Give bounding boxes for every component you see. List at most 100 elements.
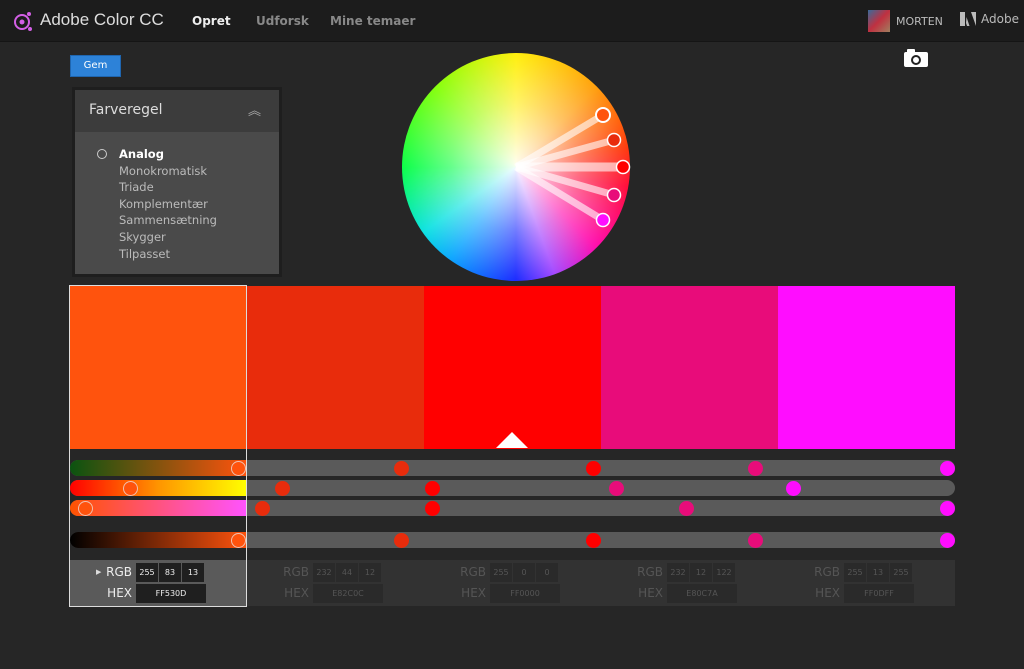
- hex-label: HEX: [107, 586, 132, 600]
- slider-handle[interactable]: [747, 460, 763, 476]
- wheel-handle[interactable]: [615, 159, 631, 175]
- color-slider[interactable]: [70, 480, 955, 496]
- rule-item[interactable]: Monokromatisk: [119, 163, 208, 178]
- hex-label: HEX: [461, 586, 486, 600]
- hex-label: HEX: [638, 586, 663, 600]
- rgb-field[interactable]: 255: [136, 563, 158, 582]
- slider-handle[interactable]: [678, 500, 694, 516]
- slider-handle[interactable]: [122, 480, 138, 496]
- slider-handle[interactable]: [424, 500, 440, 516]
- adobe-logo-icon: [960, 12, 976, 26]
- wheel-spoke: [514, 164, 605, 223]
- nav-opret[interactable]: Opret: [192, 14, 231, 28]
- rgb-field[interactable]: 13: [182, 563, 204, 582]
- slider-handle[interactable]: [393, 532, 409, 548]
- rule-item[interactable]: Analog: [119, 147, 164, 161]
- wheel-handle[interactable]: [595, 212, 611, 228]
- rgb-field[interactable]: 255: [890, 563, 912, 582]
- slider-handle[interactable]: [939, 500, 955, 516]
- slider-handle[interactable]: [77, 500, 93, 516]
- color-slider[interactable]: [70, 460, 955, 476]
- hex-field[interactable]: E82C0C: [313, 584, 383, 603]
- wheel-handle[interactable]: [606, 187, 622, 203]
- slider-handle[interactable]: [274, 480, 290, 496]
- slider-handle[interactable]: [393, 460, 409, 476]
- slider-handle[interactable]: [939, 460, 955, 476]
- rgb-field[interactable]: 255: [844, 563, 866, 582]
- expand-arrow-icon[interactable]: ▶: [96, 568, 102, 576]
- wheel-handle[interactable]: [595, 107, 611, 123]
- panel-header[interactable]: Farveregel ︽: [75, 90, 279, 132]
- rgb-field[interactable]: 13: [867, 563, 889, 582]
- collapse-icon[interactable]: ︽: [247, 104, 261, 119]
- rgb-label: RGB: [814, 565, 840, 579]
- rgb-field[interactable]: 44: [336, 563, 358, 582]
- slider-handle[interactable]: [254, 500, 270, 516]
- hex-field[interactable]: FF0DFF: [844, 584, 914, 603]
- slider-handle[interactable]: [230, 460, 246, 476]
- rgb-field[interactable]: 83: [159, 563, 181, 582]
- slider-gradient: [70, 500, 247, 516]
- rgb-field[interactable]: 0: [513, 563, 535, 582]
- rgb-label: RGB: [106, 565, 132, 579]
- panel-title: Farveregel: [89, 102, 163, 118]
- avatar: [868, 10, 890, 32]
- base-color-marker-icon: [496, 432, 528, 448]
- slider-handle[interactable]: [424, 480, 440, 496]
- rgb-field[interactable]: 122: [713, 563, 735, 582]
- rgb-field[interactable]: 255: [490, 563, 512, 582]
- slider-handle[interactable]: [230, 532, 246, 548]
- hex-field[interactable]: FF0000: [490, 584, 560, 603]
- color-values: RGB HEX 232 12 122 E80C7A: [601, 560, 778, 606]
- rgb-label: RGB: [283, 565, 309, 579]
- slider-handle[interactable]: [747, 532, 763, 548]
- app-title: Adobe Color CC: [40, 10, 164, 29]
- slider-handle[interactable]: [608, 480, 624, 496]
- wheel-handle[interactable]: [606, 132, 622, 148]
- rule-list: Analog Monokromatisk Triade Komplementær Sam…: [75, 132, 279, 262]
- color-values: ▶ RGB HEX 255 83 13 FF530D: [70, 560, 247, 606]
- wheel-spoke: [514, 111, 605, 171]
- top-bar: Adobe Color CC Opret Udforsk Mine temaer…: [0, 0, 1024, 42]
- color-swatch[interactable]: [70, 286, 247, 449]
- slider-gradient: [70, 480, 247, 496]
- camera-icon[interactable]: [904, 49, 928, 67]
- rgb-label: RGB: [460, 565, 486, 579]
- rgb-field[interactable]: 0: [536, 563, 558, 582]
- user-name: MORTEN: [896, 14, 943, 28]
- rule-item[interactable]: Triade: [119, 180, 154, 195]
- hex-field[interactable]: E80C7A: [667, 584, 737, 603]
- color-slider[interactable]: [70, 500, 955, 516]
- rgb-field[interactable]: 232: [313, 563, 335, 582]
- rule-item[interactable]: Sammensætning: [119, 213, 217, 228]
- adobe-link[interactable]: Adobe: [960, 12, 1019, 26]
- color-swatch[interactable]: [778, 286, 955, 449]
- slider-gradient: [70, 460, 247, 476]
- adobe-color-logo-icon: [14, 12, 32, 31]
- slider-handle[interactable]: [785, 480, 801, 496]
- rgb-field[interactable]: 12: [690, 563, 712, 582]
- radio-icon: [97, 149, 107, 159]
- wheel-spoke: [515, 163, 615, 199]
- nav-mine-temaer[interactable]: Mine temaer: [330, 14, 416, 28]
- rule-item[interactable]: Skygger: [119, 229, 166, 244]
- hex-label: HEX: [815, 586, 840, 600]
- user-menu[interactable]: MORTEN: [868, 10, 943, 32]
- rgb-field[interactable]: 12: [359, 563, 381, 582]
- swatch-row: [70, 286, 955, 449]
- slider-handle[interactable]: [585, 460, 601, 476]
- nav-udforsk[interactable]: Udforsk: [256, 14, 309, 28]
- rule-item[interactable]: Tilpasset: [119, 246, 170, 261]
- slider-gradient: [70, 532, 247, 548]
- rgb-field[interactable]: 232: [667, 563, 689, 582]
- slider-handle[interactable]: [585, 532, 601, 548]
- color-swatch[interactable]: [424, 286, 601, 449]
- hex-field[interactable]: FF530D: [136, 584, 206, 603]
- color-slider[interactable]: [70, 532, 955, 548]
- rule-item[interactable]: Komplementær: [119, 196, 208, 211]
- save-button[interactable]: Gem: [70, 55, 121, 77]
- color-swatch[interactable]: [247, 286, 424, 449]
- slider-handle[interactable]: [939, 532, 955, 548]
- color-swatch[interactable]: [601, 286, 778, 449]
